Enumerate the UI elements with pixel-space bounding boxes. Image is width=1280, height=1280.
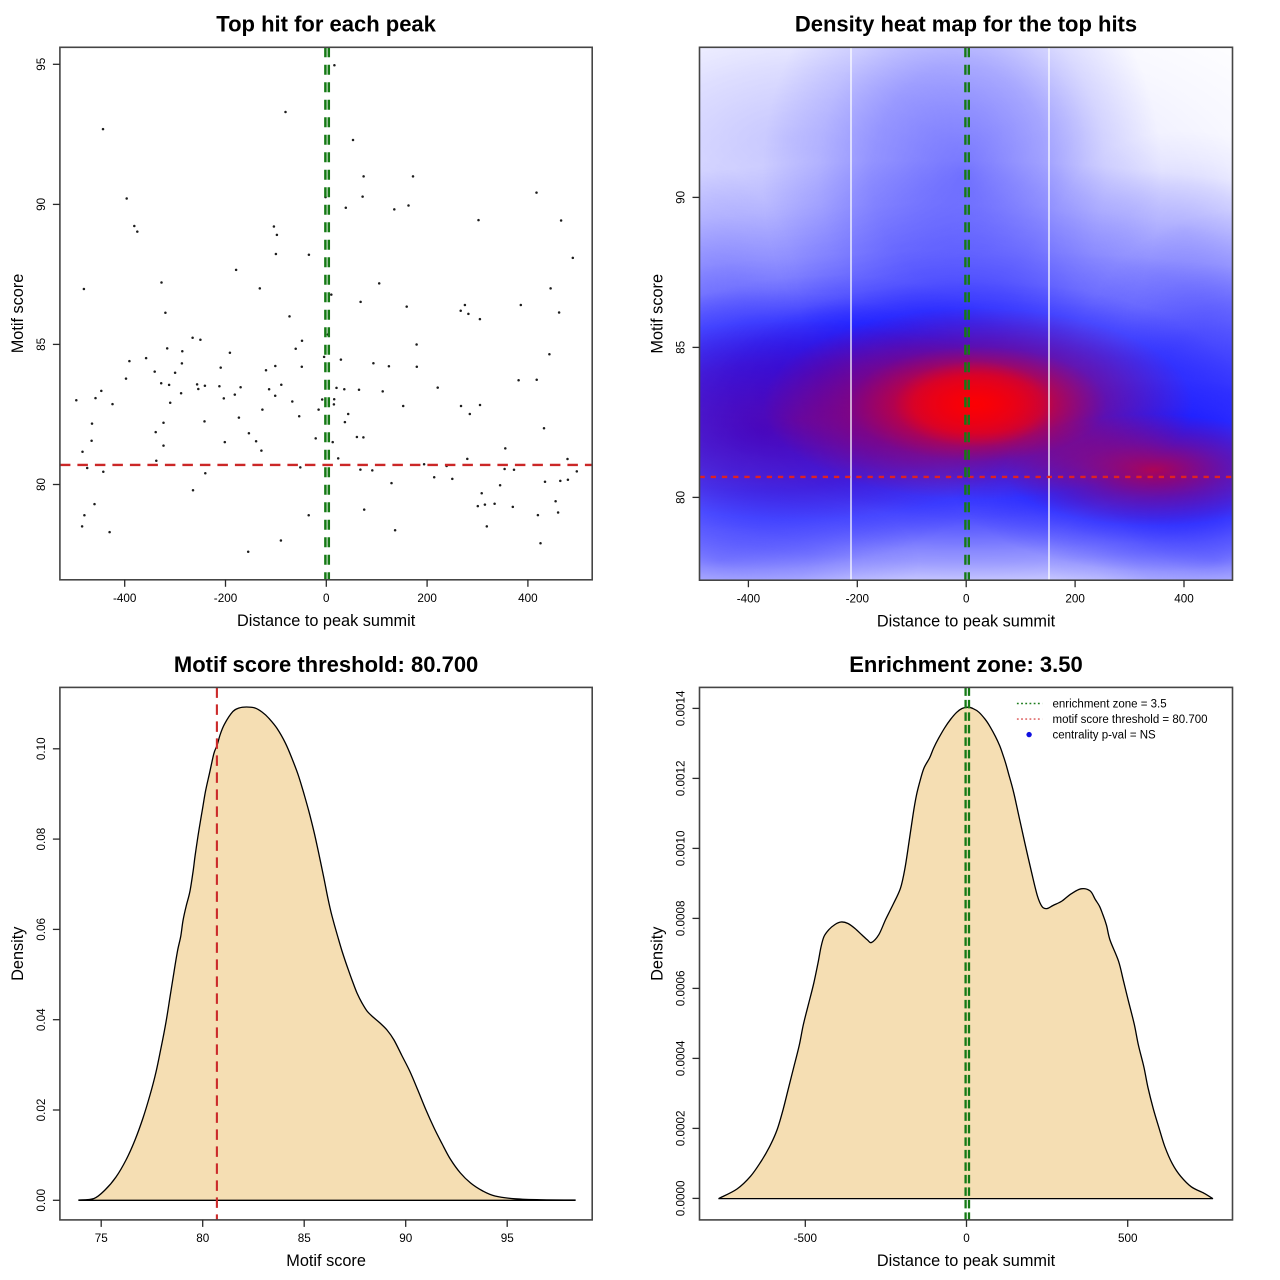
svg-text:85: 85 xyxy=(298,1232,312,1245)
svg-text:0.0002: 0.0002 xyxy=(675,1111,688,1147)
svg-text:80: 80 xyxy=(196,1232,210,1245)
svg-text:-500: -500 xyxy=(794,1232,818,1245)
svg-text:0.10: 0.10 xyxy=(35,737,48,760)
svg-text:Motif score: Motif score xyxy=(648,274,666,354)
svg-text:0.06: 0.06 xyxy=(35,918,48,941)
svg-text:0.0004: 0.0004 xyxy=(675,1040,688,1076)
svg-text:0.0012: 0.0012 xyxy=(675,761,688,797)
svg-text:0.02: 0.02 xyxy=(35,1099,48,1122)
svg-text:200: 200 xyxy=(1065,593,1085,606)
svg-text:90: 90 xyxy=(35,197,48,211)
svg-text:-200: -200 xyxy=(846,593,870,606)
svg-text:0: 0 xyxy=(963,1232,970,1245)
svg-text:Motif score: Motif score xyxy=(286,1252,366,1270)
svg-text:0.0008: 0.0008 xyxy=(675,901,688,937)
svg-text:0.0010: 0.0010 xyxy=(675,830,688,866)
svg-text:enrichment zone = 3.5: enrichment zone = 3.5 xyxy=(1053,698,1167,710)
svg-text:0.0006: 0.0006 xyxy=(675,971,688,1007)
svg-text:200: 200 xyxy=(417,592,437,605)
svg-text:0.0014: 0.0014 xyxy=(675,690,688,726)
svg-text:500: 500 xyxy=(1118,1232,1138,1245)
svg-text:Density: Density xyxy=(9,926,27,981)
svg-text:Top hit for each peak: Top hit for each peak xyxy=(216,12,436,37)
svg-text:Distance to peak summit: Distance to peak summit xyxy=(237,612,416,630)
svg-text:400: 400 xyxy=(1174,593,1194,606)
svg-text:85: 85 xyxy=(35,337,48,351)
svg-text:0: 0 xyxy=(323,592,330,605)
svg-text:Density: Density xyxy=(648,926,666,981)
svg-text:0.00: 0.00 xyxy=(35,1188,48,1211)
svg-text:centrality p-val = NS: centrality p-val = NS xyxy=(1053,729,1157,741)
svg-text:95: 95 xyxy=(501,1232,515,1245)
svg-text:75: 75 xyxy=(95,1232,109,1245)
svg-text:85: 85 xyxy=(675,340,688,354)
svg-text:-200: -200 xyxy=(214,592,238,605)
svg-text:90: 90 xyxy=(675,190,688,204)
svg-text:Enrichment zone: 3.50: Enrichment zone: 3.50 xyxy=(849,652,1083,677)
svg-text:Motif score threshold: 80.700: Motif score threshold: 80.700 xyxy=(174,652,478,677)
svg-text:0: 0 xyxy=(963,593,970,606)
svg-text:Density heat map for the top h: Density heat map for the top hits xyxy=(795,12,1137,37)
svg-text:Motif score: Motif score xyxy=(9,274,27,354)
svg-text:Distance to peak summit: Distance to peak summit xyxy=(877,1252,1056,1270)
svg-text:0.0000: 0.0000 xyxy=(675,1180,688,1216)
svg-text:80: 80 xyxy=(35,478,48,492)
svg-text:-400: -400 xyxy=(113,592,137,605)
svg-text:Distance to peak summit: Distance to peak summit xyxy=(877,612,1056,630)
svg-text:0.08: 0.08 xyxy=(35,828,48,851)
svg-text:-400: -400 xyxy=(737,593,761,606)
svg-text:0.04: 0.04 xyxy=(35,1008,48,1031)
svg-text:400: 400 xyxy=(518,592,538,605)
svg-text:90: 90 xyxy=(399,1232,413,1245)
svg-text:95: 95 xyxy=(35,57,48,71)
svg-text:80: 80 xyxy=(675,490,688,504)
svg-text:motif score threshold = 80.700: motif score threshold = 80.700 xyxy=(1053,714,1208,726)
